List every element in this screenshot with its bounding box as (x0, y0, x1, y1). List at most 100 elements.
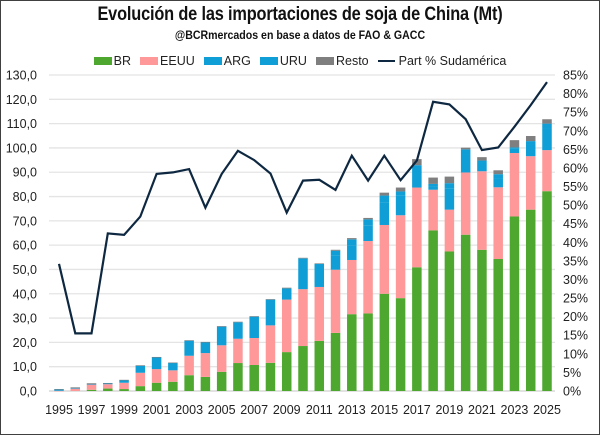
bar-br-1997 (86, 389, 97, 391)
bar-arg-2003 (184, 340, 194, 356)
bar-resto-2002 (168, 362, 178, 364)
y2-tick-label: 25% (563, 292, 588, 306)
bar-br-2006 (233, 363, 243, 391)
bar-br-2008 (265, 362, 276, 391)
bar-group-1995 (54, 389, 64, 392)
y-axis-left: 0,0 10,0 20,0 30,0 40,0 50,0 60,0 70,0 80,0 90,0 1… (6, 69, 37, 399)
bar-resto-2005 (216, 326, 227, 327)
bar-eeuu-2015 (379, 224, 390, 294)
bar-arg-2012 (330, 255, 341, 270)
chart-subtitle: @BCRmercados en base a datos de FAO & GA… (174, 30, 426, 42)
x-tick-label: 2019 (435, 403, 463, 417)
bar-eeuu-2006 (233, 338, 243, 364)
legend: BR EEUU ARG URU Resto Part % Sudamérica (0, 54, 600, 68)
bar-arg-2006 (233, 322, 243, 339)
bar-uru-2016 (395, 191, 406, 196)
bar-arg-2007 (249, 316, 259, 339)
bar-eeuu-2021 (477, 171, 487, 250)
bar-resto-2016 (395, 187, 406, 192)
bar-group-2014 (363, 217, 373, 391)
x-tick-label: 2007 (240, 403, 268, 417)
y2-tick-label: 45% (563, 217, 588, 231)
bar-uru-2012 (330, 250, 341, 256)
bar-group-2010 (298, 257, 308, 391)
legend-item-uru: URU (259, 54, 307, 68)
legend-item-resto: Resto (315, 54, 369, 68)
bar-group-2019 (444, 176, 455, 391)
bar-group-2024 (525, 136, 536, 391)
bar-br-2025 (542, 191, 552, 391)
bar-arg-2015 (379, 202, 390, 225)
bar-arg-2017 (412, 171, 422, 188)
bar-resto-2021 (477, 157, 487, 161)
y-tick-label: 130,0 (6, 69, 37, 83)
legend-swatch-arg (203, 57, 222, 65)
legend-item-br: BR (93, 54, 132, 68)
legend-label-eeuu: EEUU (160, 54, 195, 68)
bar-resto-1995 (54, 389, 64, 390)
bar-arg-2002 (168, 362, 178, 371)
bar-eeuu-2023 (509, 153, 520, 217)
bar-resto-2014 (363, 217, 373, 220)
legend-item-eeuu: EEUU (140, 54, 195, 68)
bar-br-2002 (168, 381, 178, 391)
bar-uru-2013 (347, 239, 357, 246)
bar-eeuu-2009 (281, 299, 292, 353)
x-tick-label: 2025 (533, 403, 561, 417)
bar-group-2000 (135, 365, 146, 391)
bar-br-2012 (330, 332, 341, 391)
y2-tick-label: 0% (563, 385, 581, 399)
bar-group-2009 (281, 287, 292, 391)
y2-tick-label: 30% (563, 273, 588, 287)
bar-br-1999 (119, 389, 129, 391)
bar-br-2021 (477, 249, 487, 391)
y-tick-label: 120,0 (6, 93, 37, 107)
bar-resto-2008 (265, 299, 276, 300)
bar-uru-2017 (412, 165, 422, 172)
bar-uru-2021 (477, 160, 487, 163)
y2-tick-label: 5% (563, 366, 581, 380)
bar-group-1997 (86, 383, 97, 391)
bar-eeuu-2007 (249, 338, 259, 365)
bar-arg-2001 (151, 357, 162, 370)
bar-resto-2013 (347, 238, 357, 240)
bar-group-2006 (233, 321, 243, 391)
bar-resto-2023 (509, 140, 520, 148)
bar-br-2023 (509, 216, 520, 391)
bar-arg-2013 (347, 245, 357, 260)
y2-tick-label: 75% (563, 106, 588, 120)
bar-uru-2019 (444, 183, 455, 189)
y2-tick-label: 60% (563, 161, 588, 175)
bar-arg-2020 (460, 154, 471, 173)
bar-resto-2001 (151, 356, 162, 358)
bar-eeuu-1999 (119, 382, 129, 390)
bar-eeuu-2017 (412, 187, 422, 268)
bar-br-2007 (249, 364, 259, 391)
legend-swatch-eeuu (140, 57, 159, 65)
bar-br-2011 (314, 340, 325, 391)
bar-resto-2024 (525, 136, 536, 142)
bar-resto-2020 (460, 147, 471, 150)
y-tick-label: 10,0 (13, 360, 37, 374)
legend-swatch-resto (315, 57, 334, 65)
bar-resto-2025 (542, 119, 552, 124)
bar-uru-2023 (509, 147, 520, 149)
bar-group-2004 (200, 341, 211, 391)
bar-br-2018 (428, 230, 438, 391)
legend-label-br: BR (113, 54, 132, 68)
bar-eeuu-2018 (428, 189, 438, 231)
y2-tick-label: 50% (563, 199, 588, 213)
bar-eeuu-2025 (542, 150, 552, 192)
y-tick-label: 30,0 (13, 312, 37, 326)
bar-group-2016 (395, 187, 406, 391)
bar-uru-2014 (363, 219, 373, 226)
bar-br-2004 (200, 376, 211, 391)
bar-group-2021 (477, 157, 487, 391)
bar-group-2003 (184, 340, 194, 391)
bar-eeuu-2005 (216, 345, 227, 372)
share-line (57, 81, 548, 335)
bar-br-1998 (103, 388, 113, 391)
bar-resto-1997 (86, 383, 97, 384)
bar-group-2025 (542, 119, 552, 391)
